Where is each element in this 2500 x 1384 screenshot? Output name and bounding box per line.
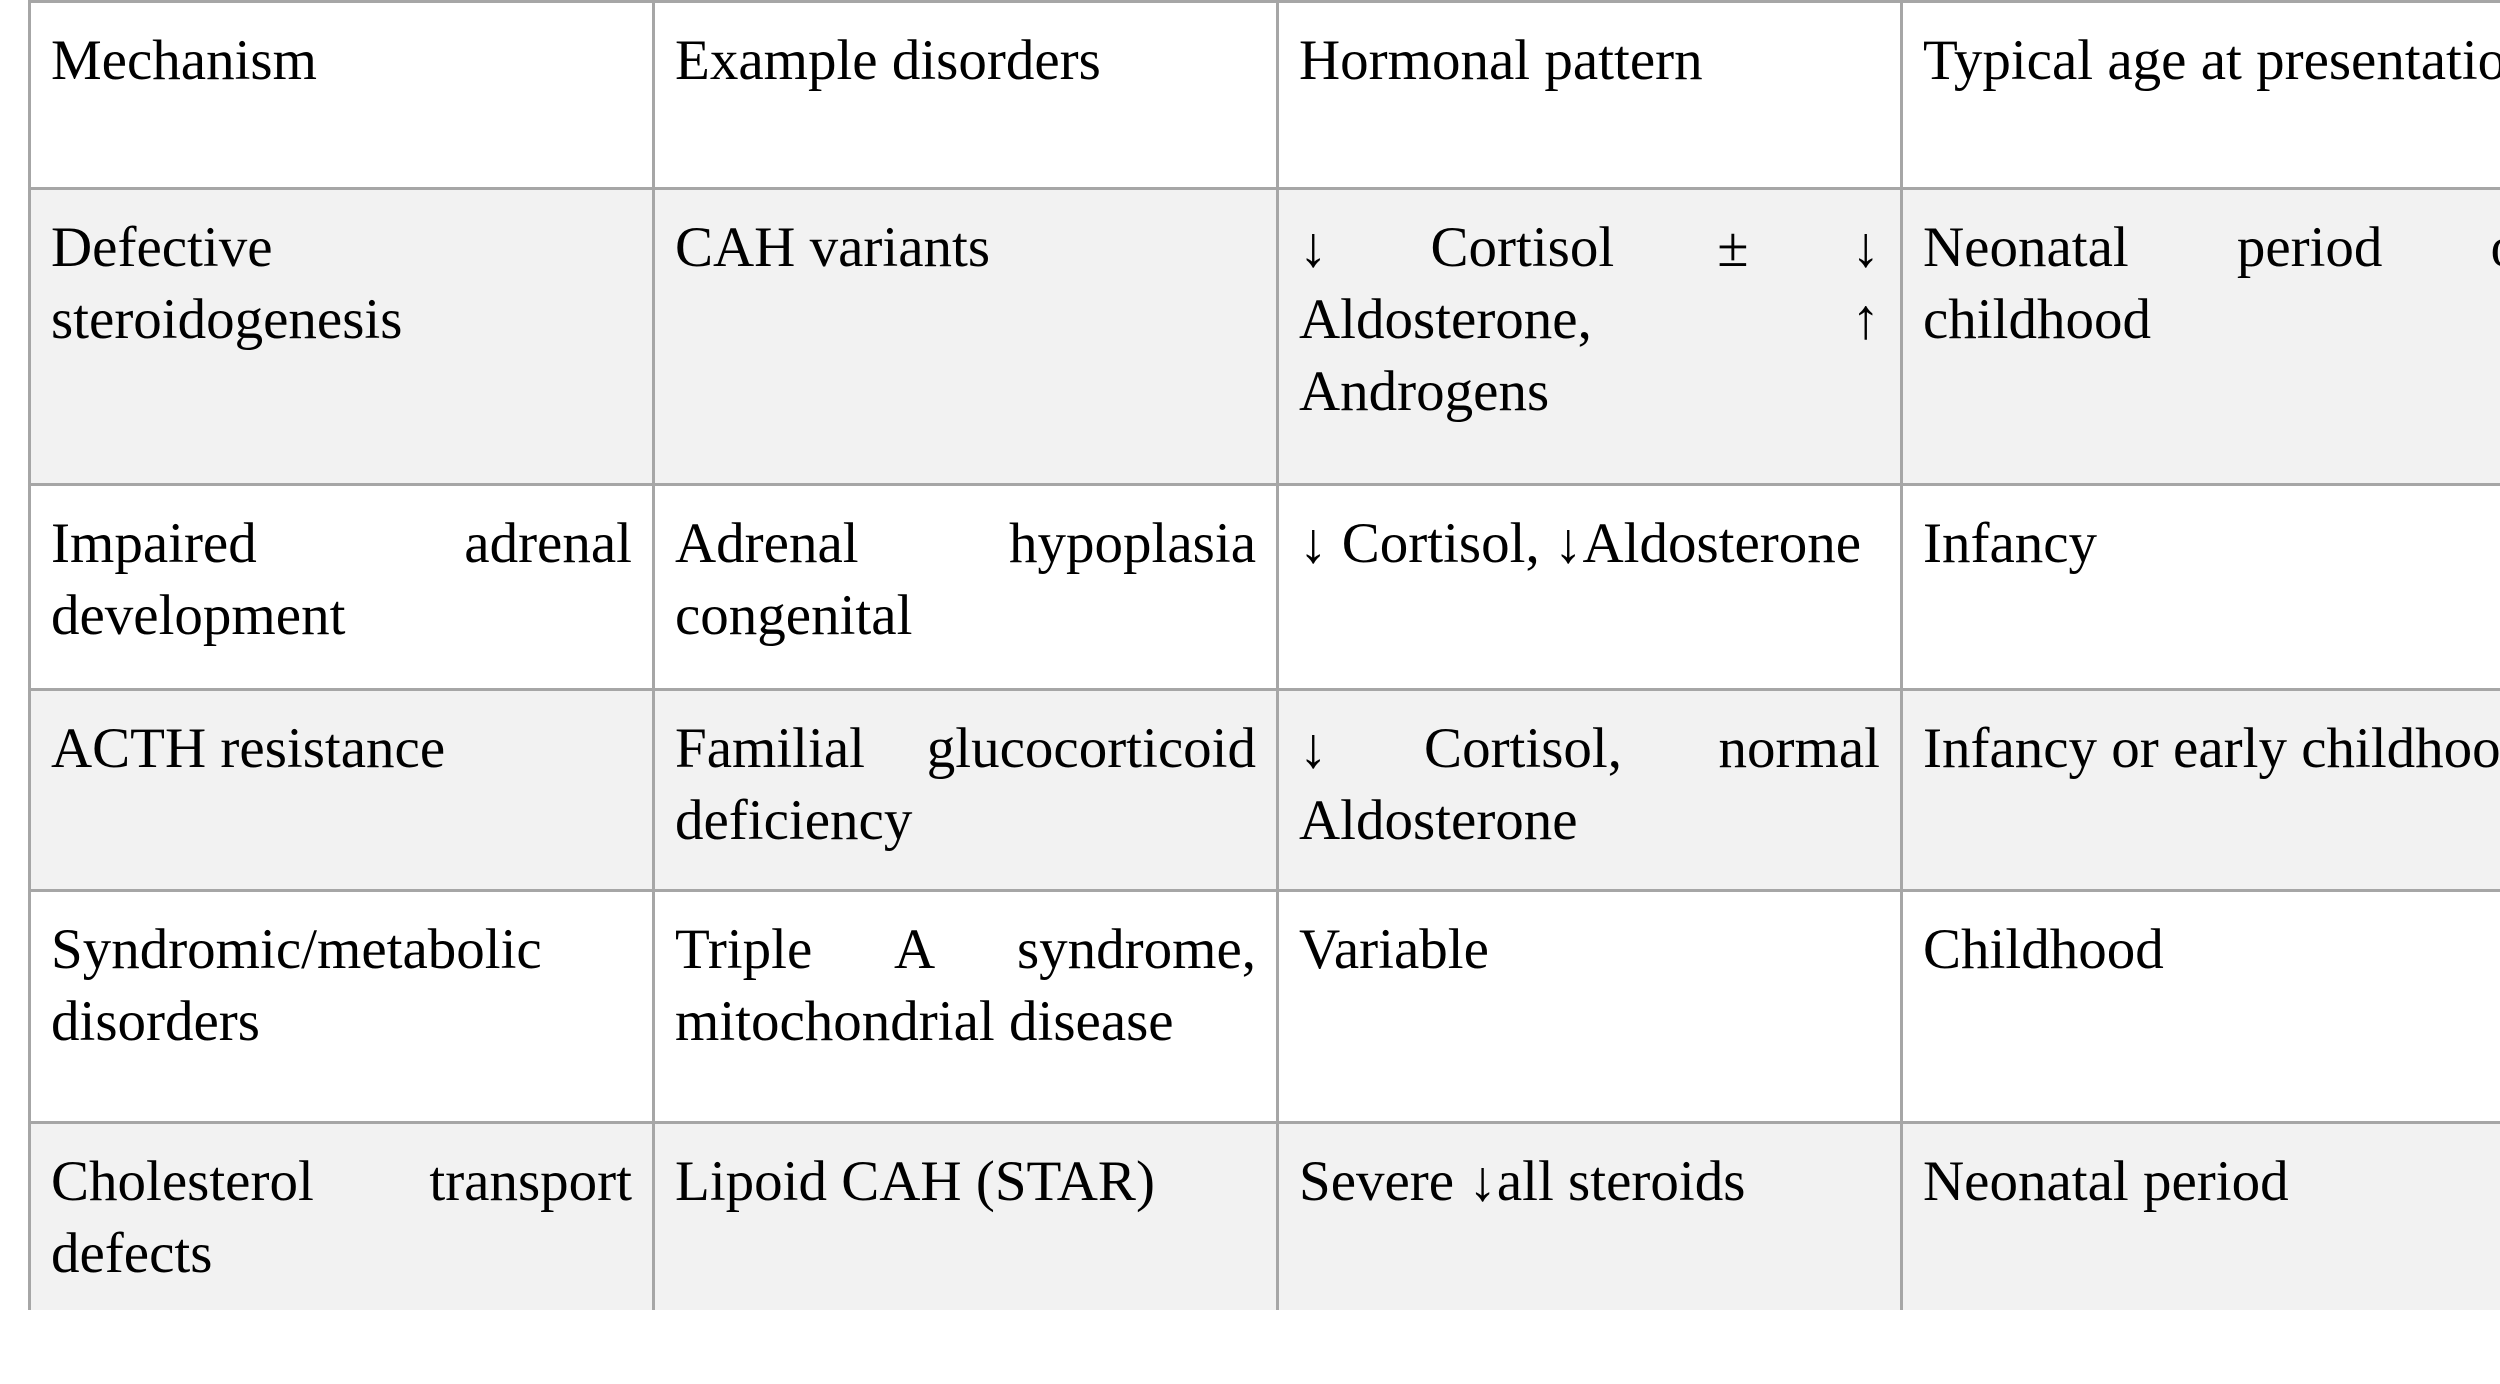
cell-age: Neonatal period or childhood bbox=[1900, 187, 2500, 486]
header-row: Mechanism Example disorders Hormonal pat… bbox=[28, 0, 2500, 190]
table-container: Mechanism Example disorders Hormonal pat… bbox=[28, 0, 2500, 1310]
table-row: Cholesterol transport defects Lipoid CAH… bbox=[28, 1121, 2500, 1310]
table-row: Syndromic/metabolic disorders Triple A s… bbox=[28, 889, 2500, 1124]
cell-examples: Adrenal hypoplasia congenital bbox=[652, 483, 1279, 691]
cell-hormonal: ↓ Cortisol, normal Aldosterone bbox=[1276, 688, 1903, 892]
cell-examples: CAH variants bbox=[652, 187, 1279, 486]
cell-examples: Lipoid CAH (STAR) bbox=[652, 1121, 1279, 1310]
cell-age: Childhood bbox=[1900, 889, 2500, 1124]
header-cell-typical-age: Typical age at presentation bbox=[1900, 0, 2500, 190]
adrenal-insufficiency-table: Mechanism Example disorders Hormonal pat… bbox=[28, 0, 2500, 1310]
header-cell-hormonal-pattern: Hormonal pattern bbox=[1276, 0, 1903, 190]
cell-age: Infancy or early childhood bbox=[1900, 688, 2500, 892]
cell-mechanism: Defective steroidogenesis bbox=[28, 187, 655, 486]
cell-hormonal: Severe ↓all steroids bbox=[1276, 1121, 1903, 1310]
cell-age: Infancy bbox=[1900, 483, 2500, 691]
cell-mechanism: ACTH resistance bbox=[28, 688, 655, 892]
table-row: Defective steroidogenesis CAH variants ↓… bbox=[28, 187, 2500, 486]
cell-examples: Triple A syndrome, mitochondrial disease bbox=[652, 889, 1279, 1124]
header-cell-mechanism: Mechanism bbox=[28, 0, 655, 190]
cell-mechanism: Cholesterol transport defects bbox=[28, 1121, 655, 1310]
cell-hormonal: Variable bbox=[1276, 889, 1903, 1124]
table-row: Impaired adrenal development Adrenal hyp… bbox=[28, 483, 2500, 691]
cell-hormonal: ↓ Cortisol, ↓Aldosterone bbox=[1276, 483, 1903, 691]
cell-mechanism: Impaired adrenal development bbox=[28, 483, 655, 691]
cell-age: Neonatal period bbox=[1900, 1121, 2500, 1310]
header-cell-example-disorders: Example disorders bbox=[652, 0, 1279, 190]
cell-mechanism: Syndromic/metabolic disorders bbox=[28, 889, 655, 1124]
table-row: ACTH resistance Familial glucocorticoid … bbox=[28, 688, 2500, 892]
cell-hormonal: ↓ Cortisol ± ↓ Aldosterone, ↑ Androgens bbox=[1276, 187, 1903, 486]
cell-examples: Familial glucocorticoid deficiency bbox=[652, 688, 1279, 892]
